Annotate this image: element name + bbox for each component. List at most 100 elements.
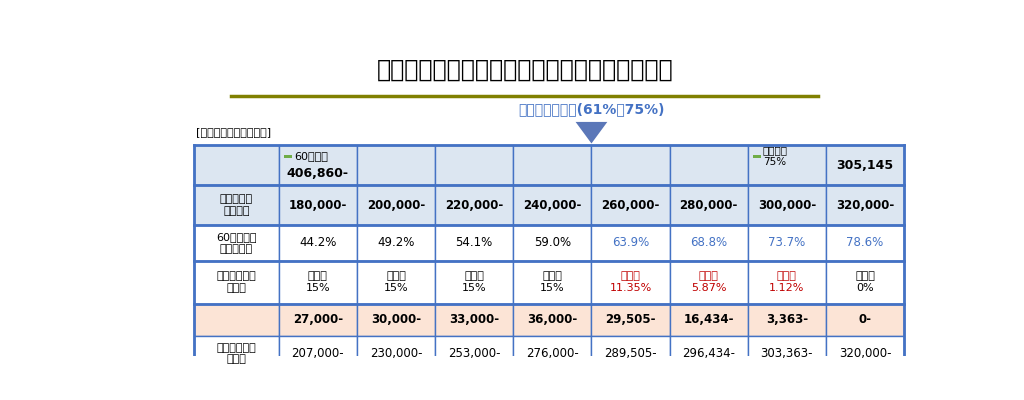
Bar <box>357 225 435 260</box>
Bar <box>513 260 592 304</box>
Text: 支給率
15%: 支給率 15% <box>540 271 564 293</box>
Bar <box>670 225 748 260</box>
Text: 49.2%: 49.2% <box>378 236 415 249</box>
Bar <box>357 336 435 371</box>
Text: 73.7%: 73.7% <box>768 236 806 249</box>
Bar <box>194 185 279 225</box>
Bar <box>284 154 292 158</box>
Text: 406,860-: 406,860- <box>287 167 349 180</box>
Text: 280,000-: 280,000- <box>680 198 738 212</box>
Bar <box>748 260 826 304</box>
Text: 高年齢雇用継続基本給付金の支給額を試算する: 高年齢雇用継続基本給付金の支給額を試算する <box>377 58 673 82</box>
Text: 16,434-: 16,434- <box>683 313 734 326</box>
Bar <box>826 185 904 225</box>
Text: 雇用継続基本
給付金: 雇用継続基本 給付金 <box>216 271 256 293</box>
Text: 支給率
15%: 支給率 15% <box>384 271 409 293</box>
Bar <box>357 145 435 185</box>
Bar <box>194 225 279 260</box>
Bar <box>279 145 357 185</box>
Text: 305,145: 305,145 <box>837 158 894 172</box>
Text: 78.6%: 78.6% <box>847 236 884 249</box>
Bar <box>826 336 904 371</box>
Text: 60歳からの
賃金低下率: 60歳からの 賃金低下率 <box>216 232 257 254</box>
Bar <box>826 304 904 336</box>
Bar <box>435 225 513 260</box>
Bar <box>670 260 748 304</box>
Text: [ししとうの試算モデル]: [ししとうの試算モデル] <box>197 127 271 137</box>
Bar <box>194 304 279 336</box>
Text: 207,000-: 207,000- <box>292 347 344 360</box>
Bar <box>826 145 904 185</box>
Text: 54.1%: 54.1% <box>456 236 493 249</box>
Text: 継続雇用の
月額賃金: 継続雇用の 月額賃金 <box>220 194 253 216</box>
Text: 33,000-: 33,000- <box>450 313 500 326</box>
Text: 220,000-: 220,000- <box>445 198 504 212</box>
Text: 320,000-: 320,000- <box>836 198 894 212</box>
Text: 支給率
1.12%: 支給率 1.12% <box>769 271 805 293</box>
Text: 支給率
11.35%: 支給率 11.35% <box>609 271 651 293</box>
Text: 36,000-: 36,000- <box>527 313 578 326</box>
Bar <box>435 145 513 185</box>
Text: 320,000-: 320,000- <box>839 347 891 360</box>
Bar <box>592 145 670 185</box>
Bar <box>670 336 748 371</box>
Text: 60歳賃金: 60歳賃金 <box>294 151 328 161</box>
Bar <box>279 225 357 260</box>
Bar <box>435 185 513 225</box>
Text: 200,000-: 200,000- <box>367 198 425 212</box>
Bar <box>279 336 357 371</box>
Text: 支給率
15%: 支給率 15% <box>305 271 330 293</box>
Bar <box>592 260 670 304</box>
Bar <box>826 225 904 260</box>
Text: 支給限度
75%: 支給限度 75% <box>763 146 787 167</box>
Text: 支給率
0%: 支給率 0% <box>855 271 874 293</box>
Polygon shape <box>575 122 607 144</box>
Bar <box>279 260 357 304</box>
Bar <box>435 304 513 336</box>
Text: 253,000-: 253,000- <box>447 347 501 360</box>
Bar <box>748 225 826 260</box>
Text: 44.2%: 44.2% <box>299 236 337 249</box>
Text: 68.8%: 68.8% <box>690 236 727 249</box>
Bar <box>513 336 592 371</box>
Bar <box>279 304 357 336</box>
Bar <box>194 260 279 304</box>
Bar <box>513 304 592 336</box>
Bar <box>670 185 748 225</box>
Bar <box>513 185 592 225</box>
Text: 29,505-: 29,505- <box>605 313 655 326</box>
Bar <box>753 154 761 158</box>
Bar <box>748 304 826 336</box>
Text: 260,000-: 260,000- <box>601 198 659 212</box>
Text: 27,000-: 27,000- <box>293 313 343 326</box>
Bar <box>670 304 748 336</box>
Bar <box>670 145 748 185</box>
Text: 303,363-: 303,363- <box>761 347 813 360</box>
Bar <box>357 185 435 225</box>
Bar <box>592 185 670 225</box>
Bar <box>592 336 670 371</box>
Bar <box>194 145 279 185</box>
Bar <box>826 260 904 304</box>
Bar <box>748 145 826 185</box>
Bar <box>435 260 513 304</box>
Text: 支給率
15%: 支給率 15% <box>462 271 486 293</box>
Bar <box>748 336 826 371</box>
Bar <box>435 336 513 371</box>
Text: 296,434-: 296,434- <box>682 347 735 360</box>
Bar <box>194 336 279 371</box>
Text: 240,000-: 240,000- <box>523 198 582 212</box>
Bar <box>279 185 357 225</box>
Text: 180,000-: 180,000- <box>289 198 347 212</box>
Text: 0-: 0- <box>858 313 871 326</box>
Bar <box>748 185 826 225</box>
Text: 支給率
5.87%: 支給率 5.87% <box>691 271 726 293</box>
Text: 賃金と給付の
合算額: 賃金と給付の 合算額 <box>216 343 256 364</box>
Bar <box>357 260 435 304</box>
Bar <box>592 225 670 260</box>
Text: 289,505-: 289,505- <box>604 347 656 360</box>
Text: 3,363-: 3,363- <box>766 313 808 326</box>
Text: 59.0%: 59.0% <box>534 236 571 249</box>
Text: 300,000-: 300,000- <box>758 198 816 212</box>
Bar <box>357 304 435 336</box>
